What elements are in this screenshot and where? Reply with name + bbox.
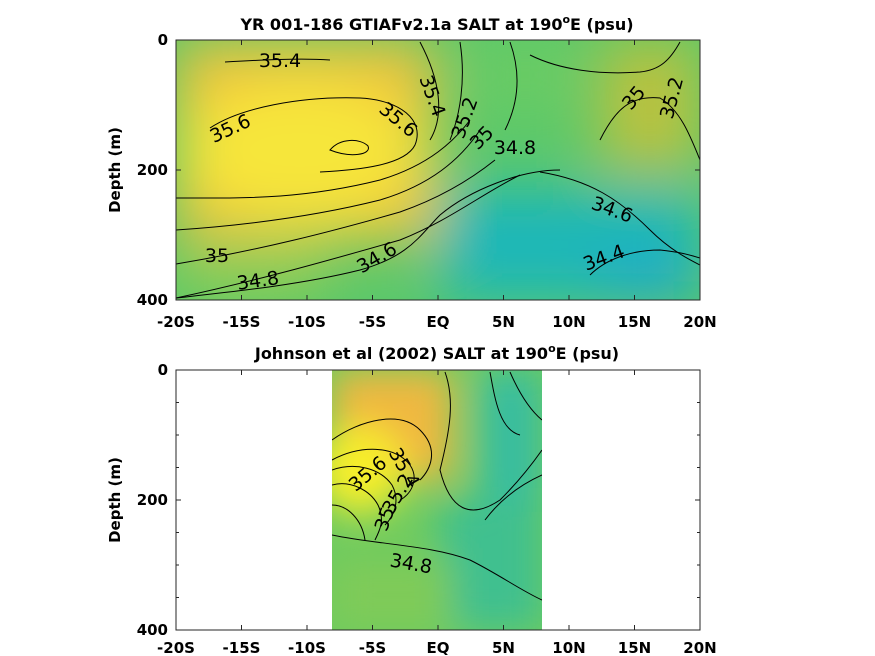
panel-1-contour-lines	[176, 41, 700, 299]
panel-2-x-ticklabels: -20S -15S -10S -5S EQ 5N 10N 15N 20N	[157, 639, 717, 656]
panel-1-title: YR 001-186 GTIAFv2.1a SALT at 190oE (psu…	[239, 13, 633, 34]
panel-1-x-ticklabel: EQ	[427, 313, 450, 331]
panel-2: Johnson et al (2002) SALT at 190oE (psu)	[106, 342, 717, 656]
panel-1-x-ticklabel: 10N	[552, 313, 585, 331]
panel-1-x-ticklabel: 5N	[492, 313, 515, 331]
panel-1-contour-label-12: 35	[205, 245, 229, 267]
panel-1: YR 001-186 GTIAFv2.1a SALT at 190oE (psu…	[106, 13, 717, 331]
panel-2-x-ticks	[175, 370, 701, 630]
panel-1-x-ticklabel: 15N	[618, 313, 651, 331]
panel-2-x-ticklabel: 10N	[552, 639, 585, 656]
panel-2-x-ticklabel: -5S	[359, 639, 386, 656]
panel-2-x-ticklabel: 5N	[492, 639, 515, 656]
panel-1-y-ticklabel: 200	[137, 161, 168, 179]
panel-2-y-ticklabel: 0	[158, 361, 168, 379]
panel-1-x-ticklabel: -15S	[223, 313, 261, 331]
panel-2-x-ticklabel: -15S	[223, 639, 261, 656]
panel-2-x-ticklabel: 20N	[683, 639, 716, 656]
panel-1-y-ticklabel: 0	[158, 31, 168, 49]
panel-2-y-ticklabels: 0 200 400	[137, 361, 168, 639]
panel-2-x-ticklabel: -20S	[157, 639, 195, 656]
panel-2-x-ticklabel: -10S	[288, 639, 326, 656]
panel-1-x-ticklabel: -5S	[359, 313, 386, 331]
panel-1-x-ticklabel: -10S	[288, 313, 326, 331]
panel-1-contour-label-7: 34.8	[494, 137, 536, 159]
panel-1-x-ticklabel: 20N	[683, 313, 716, 331]
panel-2-x-ticklabel: EQ	[427, 639, 450, 656]
panel-2-x-ticklabel: 15N	[618, 639, 651, 656]
panel-2-colormap	[332, 370, 542, 630]
panel-1-colormap	[176, 40, 700, 300]
panel-2-contour-lines	[332, 371, 542, 601]
panel-2-title: Johnson et al (2002) SALT at 190oE (psu)	[254, 342, 619, 363]
panel-1-contour-label-1: 35.4	[259, 50, 301, 72]
panel-1-y-ticklabel: 400	[137, 291, 168, 309]
panel-2-ylabel: Depth (m)	[106, 457, 124, 543]
panel-1-x-ticks	[175, 40, 701, 300]
panel-1-ylabel: Depth (m)	[106, 127, 124, 213]
panel-1-y-ticklabels: 0 200 400	[137, 31, 168, 309]
panel-1-x-ticklabels: -20S -15S -10S -5S EQ 5N 10N 15N 20N	[157, 313, 717, 331]
panel-2-y-ticklabel: 200	[137, 491, 168, 509]
panel-2-y-ticklabel: 400	[137, 621, 168, 639]
panel-1-x-ticklabel: -20S	[157, 313, 195, 331]
